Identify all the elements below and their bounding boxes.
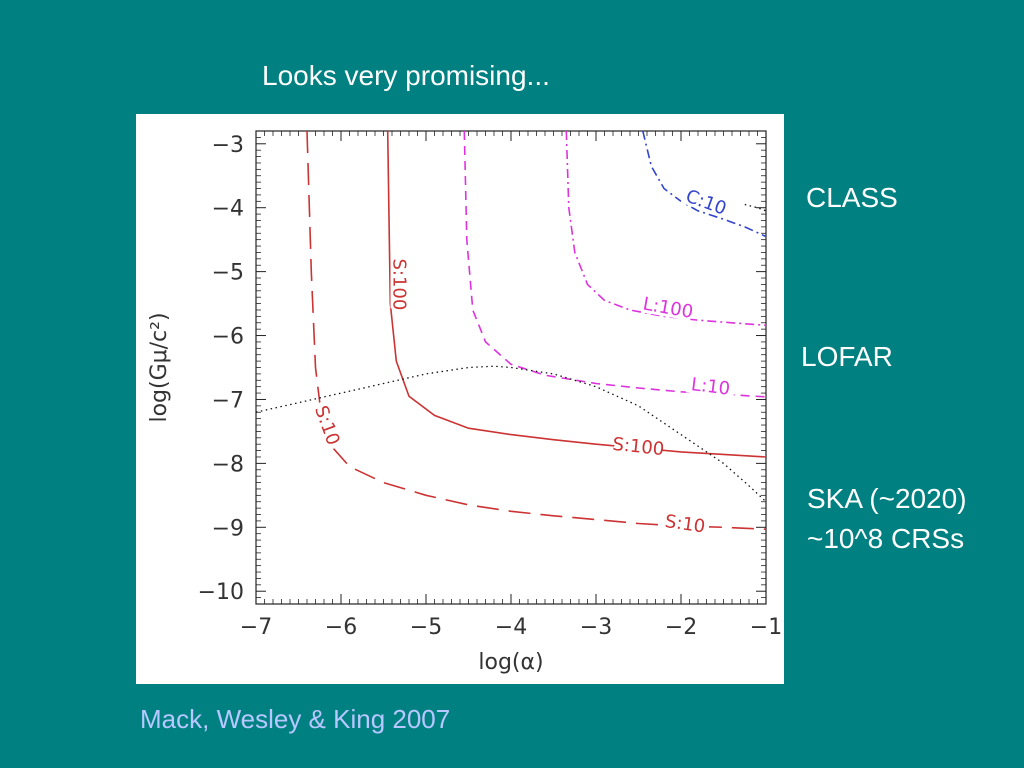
y-tick-label: −4 xyxy=(212,197,244,222)
contour-label-bg xyxy=(660,507,711,537)
y-tick-label: −10 xyxy=(198,580,244,605)
x-tick-label: −4 xyxy=(495,615,527,640)
contour-plot: −7 −6 −5 −4 −3 −2 −1 −3 −4 −5 −6 −7 −8 −9 −10 log(α) log… xyxy=(136,114,784,684)
x-tick-label: −1 xyxy=(750,615,782,640)
x-tick-label: −2 xyxy=(665,615,697,640)
y-tick-label: −7 xyxy=(212,388,244,413)
ska-label-line2: ~10^8 CRSs xyxy=(807,523,965,554)
y-tick-label: −8 xyxy=(212,452,244,477)
series-l-100 xyxy=(565,131,766,327)
contour-label: C:10 xyxy=(683,186,729,220)
series-s-10 xyxy=(306,131,766,530)
series-l-10 xyxy=(463,131,766,398)
y-axis-label: log(Gμ/c²) xyxy=(147,312,172,422)
chart-svg: −7 −6 −5 −4 −3 −2 −1 −3 −4 −5 −6 −7 −8 −9 −10 log(α) log… xyxy=(147,130,782,675)
contour-label-bg xyxy=(613,431,664,458)
contour-label: S:100 xyxy=(389,258,410,310)
series-c-10 xyxy=(642,131,766,238)
x-tick-label: −3 xyxy=(580,615,612,640)
citation: Mack, Wesley & King 2007 xyxy=(140,704,451,734)
contour-label: S:10 xyxy=(310,403,344,448)
ska-label: SKA (~2020) ~10^8 CRSs xyxy=(807,479,967,559)
x-tick-label: −7 xyxy=(240,615,272,640)
slide-title: Looks very promising... xyxy=(262,60,550,91)
contour-label: S:10 xyxy=(664,511,707,537)
contour-label-bg xyxy=(310,398,348,451)
x-axis-label: log(α) xyxy=(478,650,543,675)
x-tick-label: −5 xyxy=(410,615,442,640)
contour-label: L:10 xyxy=(690,374,731,400)
contour-label-bg xyxy=(680,181,734,219)
y-tick-label: −9 xyxy=(212,516,244,541)
contour-label-bg xyxy=(685,370,737,399)
y-tick-label: −5 xyxy=(212,261,244,286)
contour-label-bg xyxy=(390,260,413,309)
series-s-100 xyxy=(386,131,766,458)
ska-label-line1: SKA (~2020) xyxy=(807,483,967,514)
contour-label: S:100 xyxy=(611,434,665,460)
contour-label-bg xyxy=(642,290,694,321)
y-tick-label: −3 xyxy=(212,133,244,158)
class-label: CLASS xyxy=(806,182,898,213)
y-tick-label: −6 xyxy=(212,325,244,350)
x-tick-label: −6 xyxy=(325,615,357,640)
lofar-label: LOFAR xyxy=(801,341,893,372)
